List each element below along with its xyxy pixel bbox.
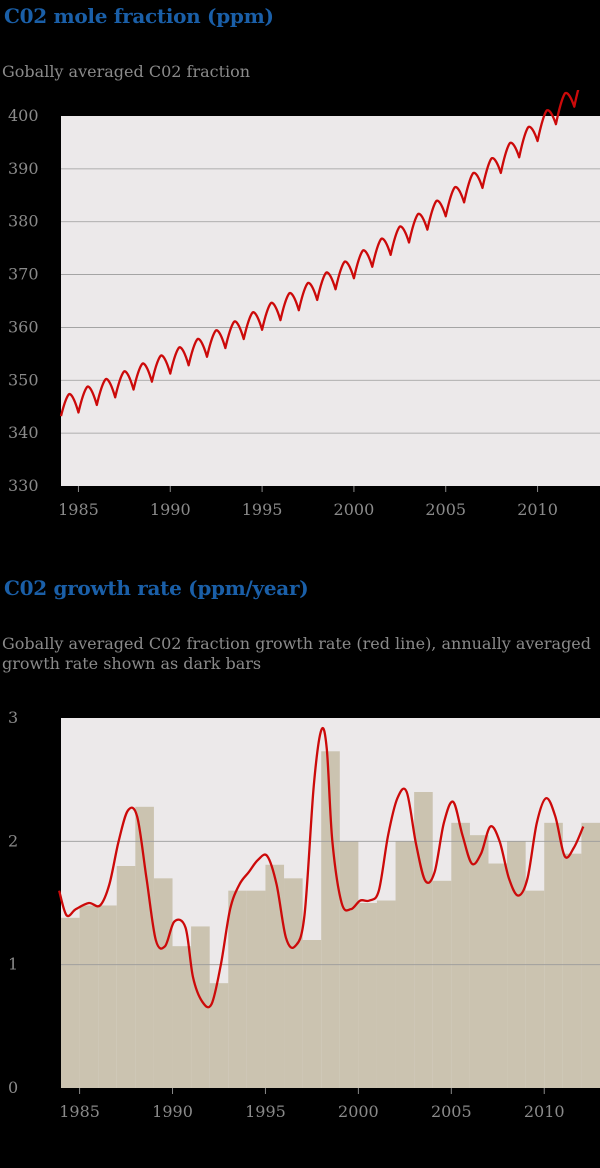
- x-tick-label: 1995: [245, 1102, 286, 1121]
- annual-bar: [228, 890, 247, 1088]
- annual-bar: [153, 878, 173, 1088]
- x-tick-label: 1990: [150, 500, 191, 519]
- annual-bar: [61, 917, 80, 1088]
- y-tick-label: 370: [8, 265, 39, 284]
- x-tick-label: 2005: [431, 1102, 472, 1121]
- annual-bar: [209, 983, 229, 1088]
- annual-bar: [265, 864, 285, 1088]
- x-tick-label: 2010: [517, 500, 558, 519]
- co2-growth-rate-chart: 3 2 1 0 1985 1990 1995 2000 2005 2010: [8, 708, 600, 1121]
- annual-bar: [488, 863, 508, 1088]
- co2-mole-fraction-chart: 400 390 380 370 360 350 340 330 1985 1990 1995 2000…: [8, 90, 600, 519]
- y-tick-label: 390: [8, 159, 39, 178]
- x-tick-label: 1990: [152, 1102, 193, 1121]
- annual-bar: [358, 903, 377, 1088]
- annual-bar: [376, 900, 396, 1088]
- x-tick-label: 2000: [338, 1102, 379, 1121]
- annual-bar: [432, 880, 452, 1088]
- growth-rate-line: [58, 726, 585, 1009]
- y-tick-label: 380: [8, 212, 39, 231]
- chart2-title: C02 growth rate (ppm/year): [4, 576, 309, 600]
- annual-bar: [525, 890, 545, 1088]
- y-tick-label: 330: [8, 476, 39, 495]
- y-tick-label: 0: [8, 1078, 18, 1097]
- annual-bar: [135, 806, 154, 1088]
- plot-area: [61, 116, 600, 486]
- annual-bar: [79, 905, 99, 1088]
- y-tick-label: 400: [8, 106, 39, 125]
- annual-bar: [414, 792, 433, 1088]
- x-tick-label: 2005: [425, 500, 466, 519]
- annual-bar: [469, 835, 489, 1088]
- chart2-subtitle: Gobally averaged C02 fraction growth rat…: [2, 634, 592, 673]
- annual-bar: [246, 890, 266, 1088]
- annual-bar: [562, 853, 582, 1088]
- annual-bar: [544, 822, 563, 1088]
- co2-series-line: [59, 90, 580, 417]
- annual-bar: [191, 926, 210, 1088]
- annual-bar: [302, 940, 322, 1088]
- annual-bar: [172, 946, 192, 1088]
- chart1-subtitle: Gobally averaged C02 fraction: [2, 62, 251, 81]
- annual-bar: [98, 905, 117, 1088]
- x-tick-label: 2010: [524, 1102, 565, 1121]
- annual-bar: [321, 751, 340, 1088]
- annual-bar: [116, 866, 136, 1088]
- y-tick-label: 340: [8, 423, 39, 442]
- x-tick-label: 1995: [242, 500, 283, 519]
- y-tick-label: 1: [8, 955, 18, 974]
- x-tick-label: 1985: [58, 500, 99, 519]
- x-tick-label: 1985: [59, 1102, 100, 1121]
- x-tick-label: 2000: [334, 500, 375, 519]
- y-tick-label: 2: [8, 831, 18, 850]
- chart1-title: C02 mole fraction (ppm): [4, 4, 274, 28]
- annual-bar: [581, 822, 600, 1088]
- annual-bar: [284, 878, 303, 1088]
- annual-bar: [451, 822, 470, 1088]
- y-tick-label: 350: [8, 370, 39, 389]
- y-tick-label: 3: [8, 708, 18, 727]
- y-tick-label: 360: [8, 317, 39, 336]
